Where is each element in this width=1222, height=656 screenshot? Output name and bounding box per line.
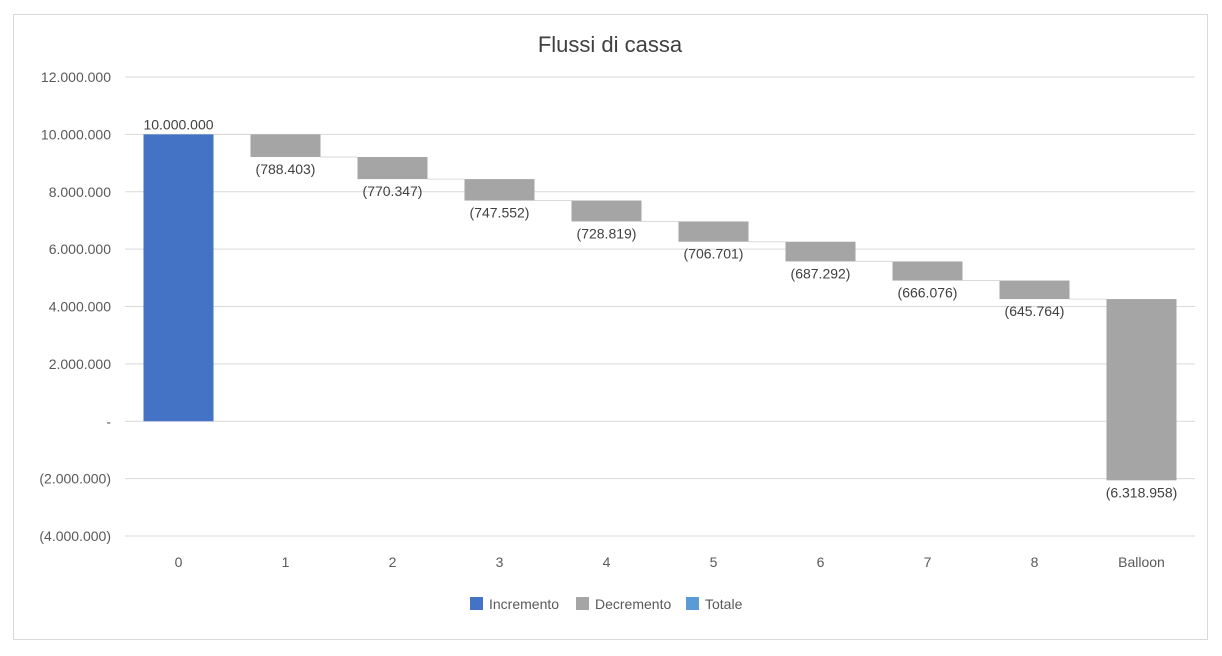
legend-item-totale: Totale (686, 596, 743, 612)
y-axis-tick-labels: 12.000.000 10.000.000 8.000.000 6.000.000 4.… (39, 69, 111, 544)
data-label: (706.701) (684, 246, 744, 262)
bar-5 (678, 221, 749, 242)
legend-swatch (576, 597, 589, 610)
data-label: (747.552) (470, 205, 530, 221)
legend-swatch (470, 597, 483, 610)
data-label: (645.764) (1005, 303, 1065, 319)
data-label: (666.076) (898, 285, 958, 301)
bar-0 (143, 134, 214, 422)
y-tick-label: 4.000.000 (49, 299, 111, 315)
data-label: (6.318.958) (1106, 484, 1178, 500)
x-tick-label: 2 (389, 554, 397, 570)
y-tick-label: 10.000.000 (41, 126, 111, 142)
data-label: (687.292) (791, 265, 851, 281)
x-tick-label: 7 (924, 554, 932, 570)
x-tick-label: 1 (282, 554, 290, 570)
x-tick-label: 3 (496, 554, 504, 570)
bar-6 (785, 241, 856, 262)
bars (143, 134, 1177, 481)
x-tick-label: 0 (175, 554, 183, 570)
bar-2 (357, 156, 428, 180)
connector-lines (213, 133, 1107, 300)
legend-swatch (686, 597, 699, 610)
bar-3 (464, 179, 535, 201)
data-labels: 10.000.000 (788.403) (770.347) (747.552) (72… (143, 116, 1177, 500)
chart-title: Flussi di cassa (538, 32, 683, 57)
y-tick-label: 8.000.000 (49, 184, 111, 200)
y-tick-label: (4.000.000) (39, 528, 111, 544)
data-label: (728.819) (577, 225, 637, 241)
legend-label: Incremento (489, 596, 559, 612)
bar-8 (999, 280, 1070, 300)
legend-label: Totale (705, 596, 743, 612)
x-tick-label: 6 (817, 554, 825, 570)
data-label: 10.000.000 (143, 116, 213, 132)
bar-1 (250, 134, 321, 157)
bar-7 (892, 261, 963, 281)
y-tick-label: 2.000.000 (49, 356, 111, 372)
y-tick-label: 12.000.000 (41, 69, 111, 85)
x-tick-label: 8 (1031, 554, 1039, 570)
data-label: (770.347) (363, 183, 423, 199)
bar-4 (571, 200, 642, 222)
data-label: (788.403) (256, 161, 316, 177)
legend-item-decremento: Decremento (576, 596, 671, 612)
x-tick-label: 5 (710, 554, 718, 570)
x-axis-tick-labels: 0 1 2 3 4 5 6 7 8 Balloon (175, 554, 1165, 570)
y-tick-label: - (106, 413, 111, 429)
legend-item-incremento: Incremento (470, 596, 559, 612)
legend: Incremento Decremento Totale (470, 596, 743, 612)
y-tick-label: 6.000.000 (49, 241, 111, 257)
y-tick-label: (2.000.000) (39, 471, 111, 487)
x-tick-label: 4 (603, 554, 611, 570)
x-tick-label: Balloon (1118, 554, 1165, 570)
legend-label: Decremento (595, 596, 671, 612)
bar-balloon (1106, 299, 1177, 481)
